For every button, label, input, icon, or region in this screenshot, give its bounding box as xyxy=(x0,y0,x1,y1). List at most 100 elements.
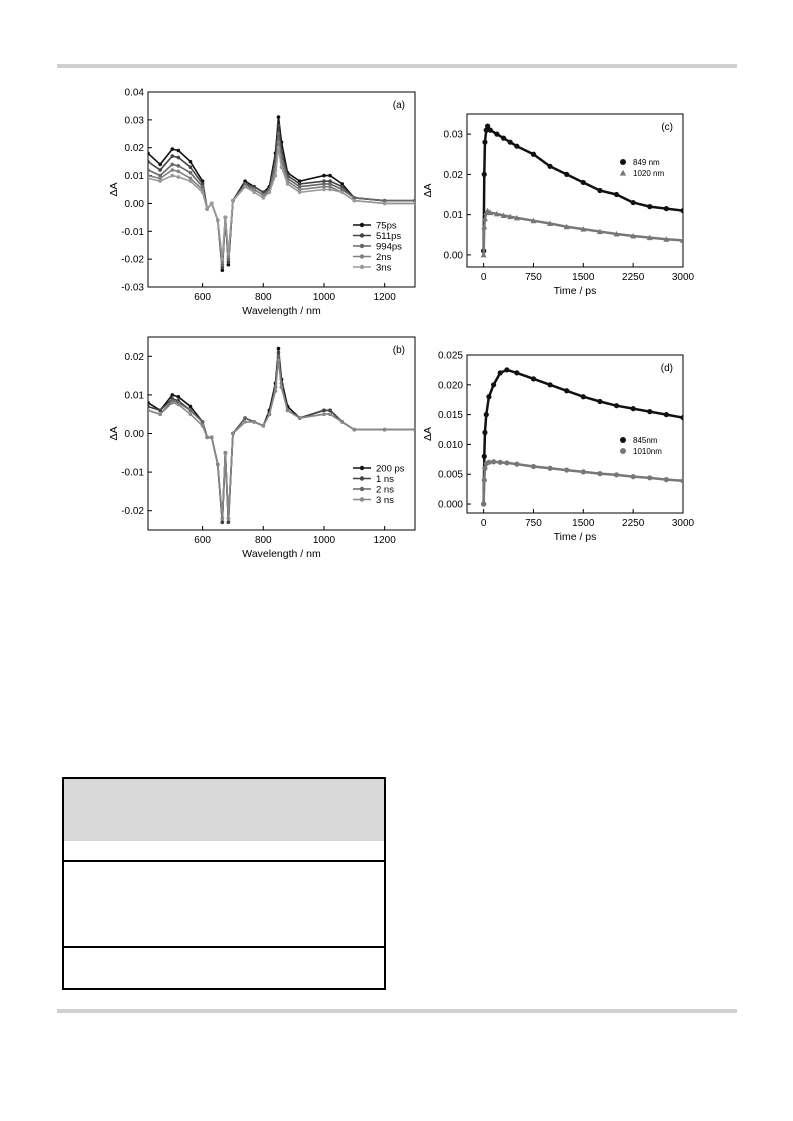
x-tick-label: 1200 xyxy=(374,535,397,546)
data-point xyxy=(276,346,281,351)
data-point xyxy=(481,453,487,459)
data-point xyxy=(220,262,225,267)
data-point xyxy=(490,459,497,465)
data-point xyxy=(226,251,231,256)
data-point xyxy=(580,394,586,400)
y-tick-label: 0.03 xyxy=(125,115,145,126)
data-point xyxy=(493,210,500,217)
legend-marker xyxy=(359,497,365,502)
data-point xyxy=(680,208,683,214)
data-point xyxy=(158,412,162,417)
data-point xyxy=(220,260,225,264)
data-point xyxy=(276,115,281,119)
data-point xyxy=(680,478,683,484)
x-tick-label: 2250 xyxy=(622,272,645,283)
data-point xyxy=(205,435,209,440)
data-point xyxy=(500,212,507,218)
data-point xyxy=(297,416,302,420)
y-tick-label: 0.01 xyxy=(444,210,464,221)
data-point xyxy=(261,423,266,428)
x-tick-label: 600 xyxy=(194,292,211,303)
legend-marker xyxy=(359,243,365,249)
data-point xyxy=(328,184,332,189)
data-point xyxy=(647,475,653,481)
data-point xyxy=(170,154,175,158)
y-tick-label: 0.010 xyxy=(438,440,463,451)
data-point xyxy=(482,465,488,471)
table-rule xyxy=(64,860,384,862)
legend: 200 ps1 ns2 ns3 ns xyxy=(353,464,405,506)
y-tick-label: 0.00 xyxy=(444,250,464,261)
data-point xyxy=(663,477,669,483)
y-tick-label: 0.00 xyxy=(125,199,145,210)
data-point xyxy=(148,168,150,172)
series-line xyxy=(148,116,415,271)
data-point xyxy=(170,393,175,397)
data-point xyxy=(630,474,636,480)
x-tick-label: 0 xyxy=(481,272,487,283)
y-tick-label: 0.01 xyxy=(125,171,145,182)
plot-frame xyxy=(466,113,684,268)
legend-marker xyxy=(359,254,365,259)
data-point xyxy=(500,135,507,141)
data-point xyxy=(243,182,247,186)
y-axis-label: ΔA xyxy=(422,183,434,197)
data-point xyxy=(276,123,281,128)
data-point xyxy=(382,427,387,432)
data-point xyxy=(200,423,205,428)
legend: 845nm 1010nm xyxy=(620,436,662,456)
data-point xyxy=(483,127,489,133)
y-axis-label: ΔA xyxy=(108,182,120,196)
data-point xyxy=(170,400,175,405)
data-point xyxy=(176,175,181,179)
x-tick-label: 750 xyxy=(525,518,542,529)
data-point xyxy=(297,187,302,192)
data-point xyxy=(680,237,683,243)
legend-label: 1010nm xyxy=(633,447,662,456)
table-frame xyxy=(62,777,386,990)
data-point xyxy=(176,402,181,407)
x-tick-label: 3000 xyxy=(672,272,695,283)
data-point xyxy=(205,207,209,211)
data-point xyxy=(148,404,150,409)
series-3ns xyxy=(148,145,415,261)
data-point xyxy=(413,427,415,432)
chart-panel-a: 600 800 1000 1200 -0.03 -0.02 -0.01 0.00 0.01 0.0… xyxy=(108,88,416,317)
x-tick-label: 2250 xyxy=(622,518,645,529)
data-point xyxy=(613,403,620,409)
data-point xyxy=(482,429,488,436)
legend-label: 2 ns xyxy=(376,485,394,496)
data-point xyxy=(352,427,357,432)
data-point xyxy=(170,162,175,167)
data-point xyxy=(382,198,387,203)
data-point xyxy=(273,173,278,178)
series-line xyxy=(148,142,415,263)
data-point xyxy=(647,409,653,415)
data-point xyxy=(231,431,235,436)
plot-area xyxy=(480,123,683,258)
y-tick-label: 0.02 xyxy=(444,170,464,181)
data-point xyxy=(297,182,302,186)
data-point xyxy=(514,143,520,149)
y-tick-label: 0.00 xyxy=(125,429,145,440)
series-line xyxy=(148,352,415,523)
y-tick-label: 0.02 xyxy=(125,352,145,363)
data-point xyxy=(322,173,326,178)
data-point xyxy=(209,435,214,440)
data-point xyxy=(680,415,683,421)
data-point xyxy=(276,140,281,144)
data-point xyxy=(322,412,326,417)
data-point xyxy=(188,176,193,181)
data-point xyxy=(176,155,181,160)
legend-marker xyxy=(359,264,365,270)
y-tick-label: 0.04 xyxy=(125,88,145,99)
legend-marker xyxy=(619,169,627,176)
series-trace xyxy=(482,460,683,505)
data-point xyxy=(215,218,220,222)
data-point xyxy=(382,201,387,206)
x-axis-label: Wavelength / nm xyxy=(242,305,321,317)
data-point xyxy=(200,190,205,195)
data-point xyxy=(188,404,193,409)
plot-area xyxy=(148,346,415,525)
series-line xyxy=(148,133,415,265)
